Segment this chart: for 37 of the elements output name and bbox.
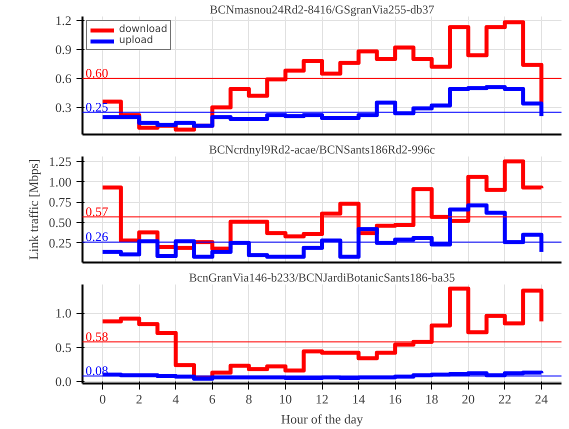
y-tick-label: 1.0 <box>55 306 72 321</box>
y-tick-label: 0.9 <box>55 42 72 57</box>
x-tick-label: 4 <box>172 392 180 406</box>
chart-title: BCNmasnou24Rd2-8416/GSgranVia255-db37 <box>210 2 434 16</box>
ref-line-label: 0.60 <box>86 65 108 80</box>
x-tick-label: 18 <box>425 392 438 406</box>
y-axis-title: Link traffic [Mbps] <box>26 159 41 260</box>
y-tick-label: 0.0 <box>55 374 72 389</box>
x-axis-title: Hour of the day <box>281 412 364 426</box>
x-tick-label: 6 <box>209 392 216 406</box>
y-tick-label: 1.2 <box>55 12 72 28</box>
x-tick-label: 14 <box>352 392 366 406</box>
chart-title: BCNcrdnyl9Rd2-acae/BCNSants186Rd2-996c <box>209 142 435 156</box>
x-tick-label: 20 <box>462 392 475 406</box>
x-tick-label: 16 <box>388 392 402 406</box>
ref-line-label: 0.26 <box>86 229 109 244</box>
legend-label: download <box>119 24 168 35</box>
x-tick-label: 0 <box>99 392 106 406</box>
legend-label: upload <box>119 35 154 46</box>
x-tick-label: 24 <box>534 392 548 406</box>
y-tick-label: 0.6 <box>55 70 72 86</box>
x-tick-label: 10 <box>278 392 292 406</box>
y-tick-label: 0.50 <box>48 215 72 230</box>
y-tick-label: 1.25 <box>48 154 72 169</box>
x-tick-label: 12 <box>316 392 328 406</box>
ref-line-label: 0.57 <box>86 204 109 219</box>
y-tick-label: 0.25 <box>48 235 72 250</box>
x-tick-label: 2 <box>136 392 142 406</box>
chart-title: BcnGranVia146-b233/BCNJardiBotanicSants186-ba35 <box>189 270 455 284</box>
y-tick-label: 1.00 <box>48 174 72 190</box>
y-tick-label: 0.5 <box>55 340 72 355</box>
y-tick-label: 0.3 <box>55 100 72 115</box>
y-tick-label: 0.75 <box>48 194 72 210</box>
ref-line-label: 0.58 <box>86 328 108 344</box>
x-tick-label: 22 <box>498 392 512 406</box>
x-tick-label: 8 <box>246 392 252 406</box>
ref-line-label: 0.25 <box>86 99 108 114</box>
